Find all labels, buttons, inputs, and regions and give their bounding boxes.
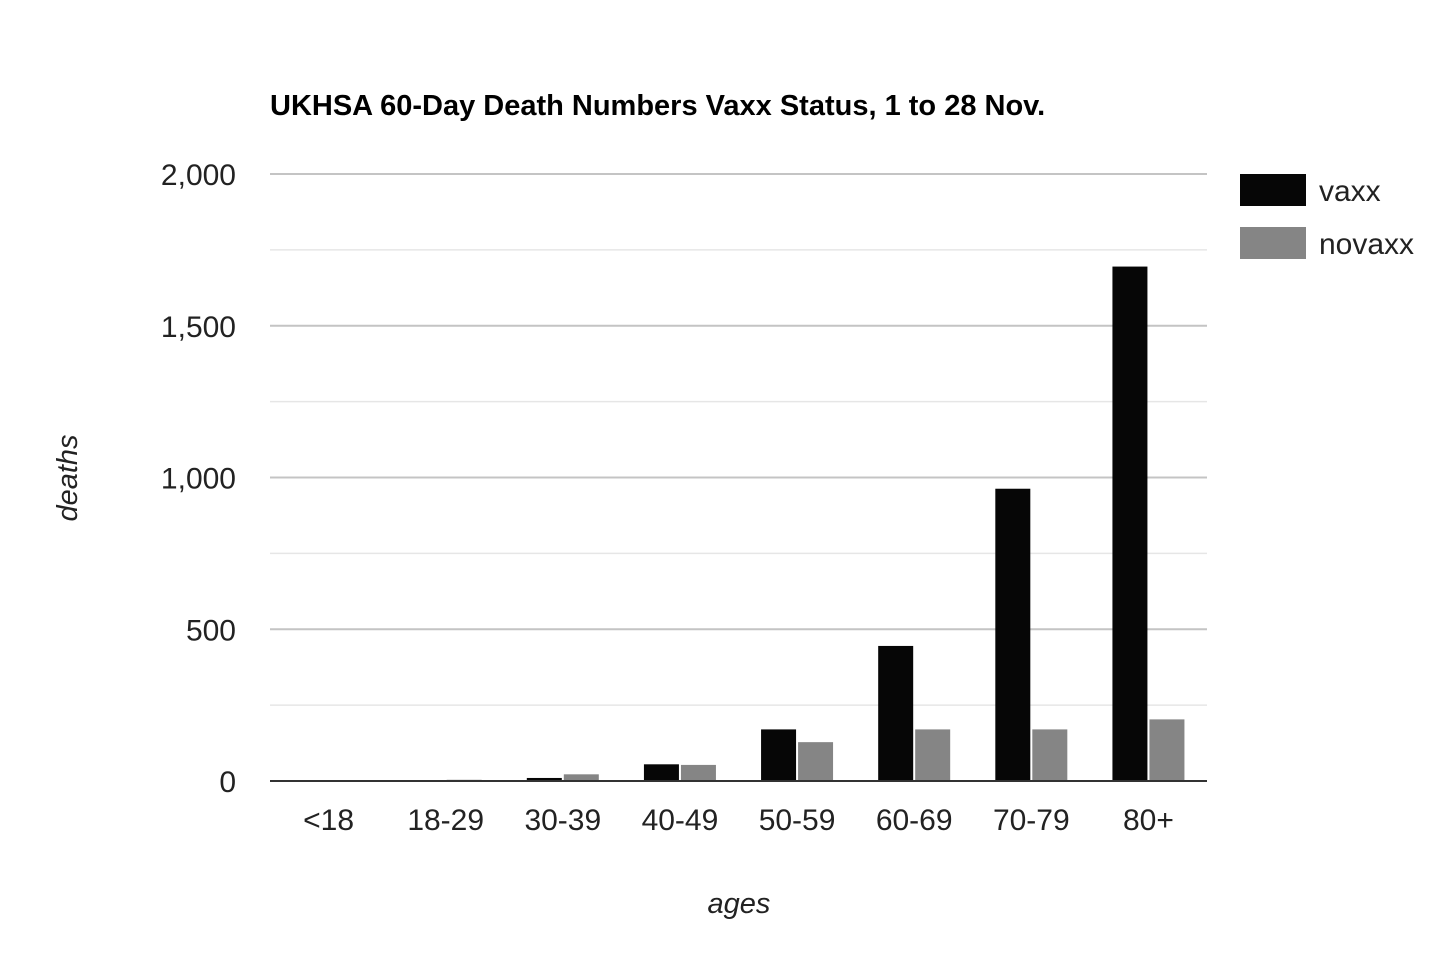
x-tick-label: <18 bbox=[303, 804, 354, 837]
bars bbox=[292, 266, 1185, 781]
bar-novaxx bbox=[915, 729, 951, 781]
bar-vaxx bbox=[761, 729, 797, 781]
y-tick-label: 1,000 bbox=[161, 463, 236, 496]
x-tick-label: 30-39 bbox=[524, 804, 601, 837]
y-tick-label: 500 bbox=[186, 614, 236, 647]
x-tick-label: 40-49 bbox=[642, 804, 719, 837]
bar-novaxx bbox=[1149, 719, 1185, 781]
x-tick-label: 70-79 bbox=[993, 804, 1070, 837]
legend: vaxx novaxx bbox=[1240, 174, 1414, 261]
bar-novaxx bbox=[563, 774, 599, 781]
legend-swatch-novaxx bbox=[1240, 227, 1306, 259]
bar-vaxx bbox=[995, 488, 1031, 781]
y-axis-ticks: 0 500 1,000 1,500 2,000 bbox=[161, 159, 236, 799]
x-axis-ticks: <18 18-29 30-39 40-49 50-59 60-69 70-79 80+ bbox=[303, 804, 1174, 837]
y-tick-label: 1,500 bbox=[161, 311, 236, 344]
bar-novaxx bbox=[1032, 729, 1068, 781]
bar-novaxx bbox=[680, 764, 716, 781]
x-tick-label: 50-59 bbox=[759, 804, 836, 837]
y-tick-label: 2,000 bbox=[161, 159, 236, 192]
x-tick-label: 80+ bbox=[1123, 804, 1174, 837]
y-axis-label: deaths bbox=[52, 434, 84, 521]
x-tick-label: 18-29 bbox=[407, 804, 484, 837]
x-tick-label: 60-69 bbox=[876, 804, 953, 837]
legend-swatch-vaxx bbox=[1240, 174, 1306, 206]
x-axis-label: ages bbox=[708, 888, 771, 920]
bar-novaxx bbox=[798, 742, 834, 781]
y-tick-label: 0 bbox=[219, 766, 236, 799]
bar-vaxx bbox=[526, 777, 562, 781]
gridlines bbox=[270, 173, 1207, 706]
legend-label-vaxx: vaxx bbox=[1319, 175, 1381, 208]
legend-label-novaxx: novaxx bbox=[1319, 228, 1414, 261]
bar-vaxx bbox=[643, 764, 679, 781]
bar-vaxx bbox=[878, 645, 914, 781]
bar-vaxx bbox=[1112, 266, 1148, 781]
chart-title: UKHSA 60-Day Death Numbers Vaxx Status, … bbox=[270, 90, 1045, 122]
